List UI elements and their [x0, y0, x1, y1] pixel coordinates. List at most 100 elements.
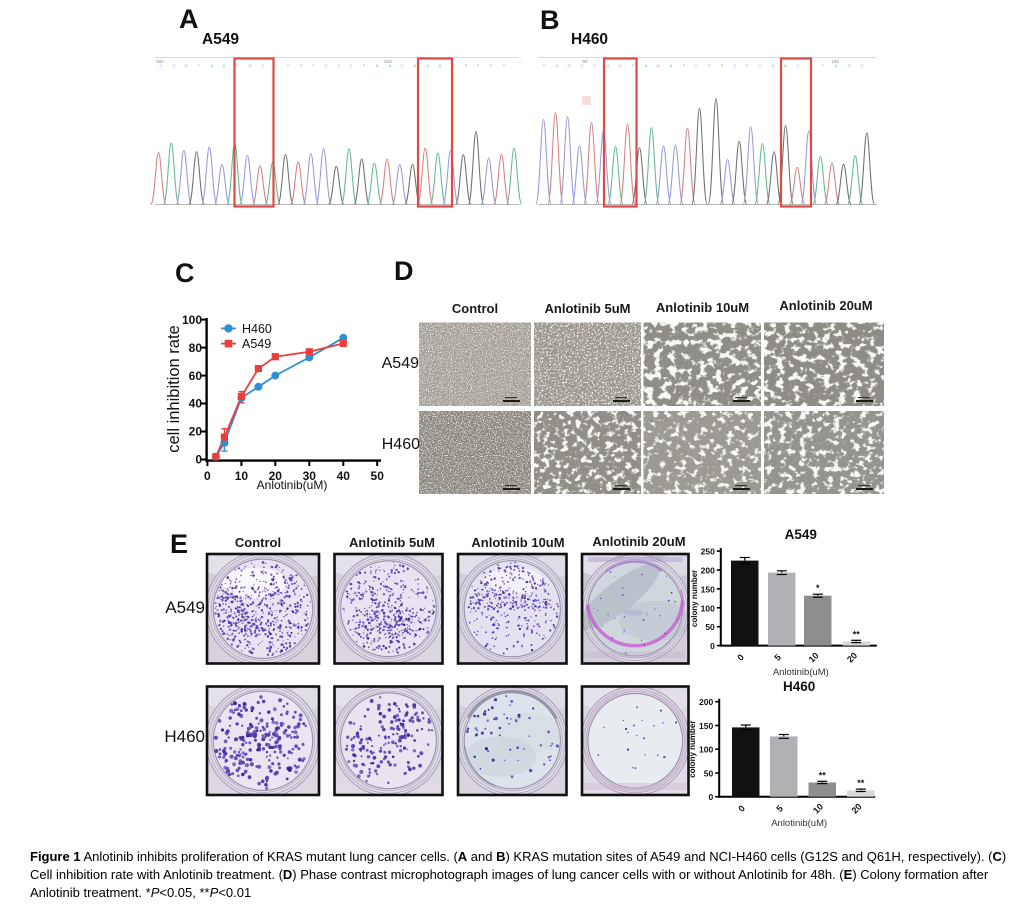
svg-text:G: G — [184, 63, 187, 68]
svg-text:A: A — [607, 63, 610, 68]
svg-text:C: C — [695, 63, 698, 68]
svg-text:0: 0 — [195, 453, 202, 467]
svg-text:T: T — [363, 63, 366, 68]
svg-text:90: 90 — [582, 59, 588, 64]
svg-text:0: 0 — [708, 792, 713, 802]
svg-text:A: A — [376, 63, 379, 68]
svg-text:20: 20 — [845, 650, 859, 664]
svg-text:5: 5 — [774, 803, 785, 814]
svg-text:500: 500 — [156, 59, 164, 64]
svg-text:250: 250 — [701, 547, 715, 557]
svg-text:G: G — [618, 63, 621, 68]
svg-text:80: 80 — [189, 341, 203, 355]
svg-text:colony number: colony number — [690, 570, 699, 627]
svg-text:colony number: colony number — [688, 721, 697, 778]
svg-text:T: T — [503, 63, 506, 68]
svg-text:C: C — [581, 63, 584, 68]
svg-text:C: C — [734, 63, 737, 68]
svg-text:T: T — [287, 63, 290, 68]
svg-text:A: A — [772, 63, 775, 68]
svg-text:50: 50 — [371, 469, 385, 483]
svg-text:C: C — [338, 63, 341, 68]
svg-text:A: A — [670, 63, 673, 68]
svg-text:C: C — [759, 63, 762, 68]
svg-text:30: 30 — [303, 469, 317, 483]
svg-text:T: T — [543, 63, 546, 68]
svg-text:C: C — [401, 63, 404, 68]
svg-text:H460: H460 — [783, 679, 815, 694]
svg-text:**: ** — [853, 629, 861, 639]
svg-text:G: G — [248, 63, 251, 68]
svg-text:C: C — [173, 63, 176, 68]
svg-text:T: T — [721, 63, 724, 68]
svg-text:C: C — [861, 63, 864, 68]
svg-text:T: T — [477, 63, 480, 68]
svg-text:A: A — [439, 63, 442, 68]
svg-text:C: C — [262, 63, 265, 68]
svg-text:G: G — [656, 63, 659, 68]
svg-text:C: C — [797, 63, 800, 68]
svg-text:A: A — [784, 63, 787, 68]
svg-text:C: C — [746, 63, 749, 68]
svg-text:10: 10 — [235, 469, 249, 483]
svg-text:T: T — [198, 63, 201, 68]
svg-text:100: 100 — [699, 745, 713, 755]
svg-text:H460: H460 — [242, 322, 272, 336]
svg-text:T: T — [822, 63, 825, 68]
svg-text:5: 5 — [772, 652, 783, 663]
svg-text:150: 150 — [701, 584, 715, 594]
svg-text:510: 510 — [384, 59, 392, 64]
svg-text:A: A — [389, 63, 392, 68]
svg-text:Anlotinib(uM): Anlotinib(uM) — [257, 478, 328, 492]
svg-text:A: A — [645, 63, 648, 68]
svg-text:...: ... — [518, 59, 522, 64]
svg-text:10: 10 — [811, 802, 825, 816]
svg-text:A549: A549 — [785, 527, 817, 542]
svg-text:T: T — [632, 63, 635, 68]
svg-text:20: 20 — [269, 469, 283, 483]
svg-text:0: 0 — [736, 803, 747, 814]
svg-text:T: T — [490, 63, 493, 68]
svg-text:C: C — [350, 63, 353, 68]
svg-text:**: ** — [819, 770, 827, 780]
svg-text:100: 100 — [182, 313, 202, 327]
svg-text:10: 10 — [807, 650, 821, 664]
svg-text:50: 50 — [704, 769, 714, 779]
svg-text:C: C — [594, 63, 597, 68]
svg-text:C: C — [325, 63, 328, 68]
svg-text:T: T — [236, 63, 239, 68]
svg-text:**: ** — [857, 778, 865, 788]
svg-text:A: A — [211, 63, 214, 68]
svg-text:T: T — [465, 63, 468, 68]
svg-text:A549: A549 — [242, 337, 271, 351]
svg-text:A: A — [835, 63, 838, 68]
svg-text:20: 20 — [850, 802, 864, 816]
svg-text:100: 100 — [831, 59, 839, 64]
svg-text:C: C — [160, 63, 163, 68]
svg-text:T: T — [708, 63, 711, 68]
svg-text:100: 100 — [701, 603, 715, 613]
svg-text:0: 0 — [735, 652, 746, 663]
svg-text:40: 40 — [189, 397, 203, 411]
svg-text:50: 50 — [705, 622, 715, 632]
svg-text:Anlotinib(uM): Anlotinib(uM) — [771, 818, 827, 829]
svg-text:T: T — [683, 63, 686, 68]
svg-text:40: 40 — [337, 469, 351, 483]
svg-text:Anlotinib(uM): Anlotinib(uM) — [773, 667, 829, 678]
svg-text:200: 200 — [701, 566, 715, 576]
svg-text:150: 150 — [699, 721, 713, 731]
svg-text:20: 20 — [189, 425, 203, 439]
svg-text:T: T — [300, 63, 303, 68]
svg-text:cell inhibition rate: cell inhibition rate — [165, 325, 183, 453]
svg-text:0: 0 — [710, 641, 715, 651]
svg-text:G: G — [555, 63, 558, 68]
svg-text:G: G — [847, 63, 850, 68]
svg-text:0: 0 — [204, 469, 211, 483]
svg-text:A: A — [223, 63, 226, 68]
svg-text:G: G — [426, 63, 429, 68]
svg-text:A: A — [414, 63, 417, 68]
svg-text:200: 200 — [699, 697, 713, 707]
svg-text:C: C — [274, 63, 277, 68]
svg-text:60: 60 — [189, 369, 203, 383]
svg-text:T: T — [312, 63, 315, 68]
